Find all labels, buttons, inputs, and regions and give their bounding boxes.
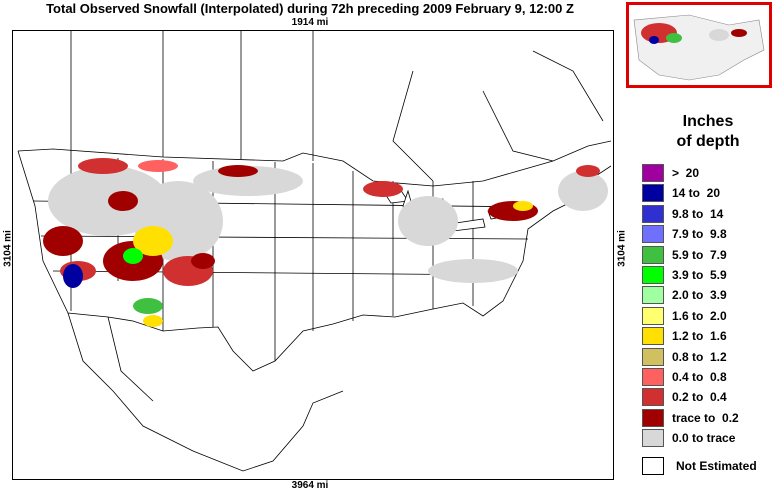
legend-row: 2.0 to 3.9 <box>642 286 776 306</box>
legend-row: 5.9 to 7.9 <box>642 245 776 266</box>
legend-row: 0.4 to 0.8 <box>642 368 776 388</box>
legend-label: 2.0 to 3.9 <box>672 288 727 303</box>
snowfall-coverage <box>43 158 608 327</box>
top-dimension-label: 1914 mi <box>291 17 329 28</box>
boundaries <box>17 31 612 472</box>
legend-row: 3.9 to 5.9 <box>642 266 776 286</box>
legend-swatch <box>642 306 664 325</box>
legend-label: 3.9 to 5.9 <box>672 268 727 282</box>
legend-swatch <box>642 327 664 346</box>
legend-swatch <box>642 245 664 264</box>
legend-title-line2: of depth <box>676 133 740 150</box>
legend-swatch <box>642 184 664 203</box>
legend-label: 7.9 to 9.8 <box>672 227 727 242</box>
overview-inset-map[interactable] <box>626 2 772 88</box>
legend-title-line1: Inches <box>682 113 734 130</box>
legend-swatch <box>642 347 664 366</box>
legend-row: 14 to 20 <box>642 184 776 204</box>
legend-label: > 20 <box>672 166 700 180</box>
legend-swatch <box>642 286 664 305</box>
legend-row: 1.6 to 2.0 <box>642 306 776 327</box>
legend-swatch <box>642 204 664 223</box>
legend-row: 0.2 to 0.4 <box>642 388 776 408</box>
not-estimated-label: Not Estimated <box>676 459 757 473</box>
legend-label: 0.2 to 0.4 <box>672 390 727 405</box>
legend-swatch <box>642 164 664 182</box>
legend-label: 1.2 to 1.6 <box>672 329 727 344</box>
legend-row: > 20 <box>642 164 776 184</box>
legend-row: 7.9 to 9.8 <box>642 225 776 245</box>
legend-label: 9.8 to 14 <box>672 206 724 221</box>
legend-label: 1.6 to 2.0 <box>672 308 727 323</box>
legend-swatch <box>642 408 664 427</box>
legend-label: trace to 0.2 <box>672 410 739 425</box>
legend-swatch <box>642 368 664 386</box>
legend-label: 0.0 to trace <box>672 431 736 446</box>
legend-row: 9.8 to 14 <box>642 204 776 225</box>
legend-title: Inches of depth <box>640 112 776 152</box>
legend-swatch <box>642 429 664 448</box>
legend-row: 1.2 to 1.6 <box>642 327 776 347</box>
map-title: Total Observed Snowfall (Interpolated) d… <box>46 1 574 16</box>
legend-swatch <box>642 266 664 284</box>
legend-swatch <box>642 225 664 244</box>
not-estimated-swatch <box>642 457 664 475</box>
legend-row: 0.8 to 1.2 <box>642 347 776 368</box>
legend-row: trace to 0.2 <box>642 408 776 429</box>
inset-canvas <box>633 14 765 81</box>
legend-row: 0.0 to trace <box>642 429 776 449</box>
right-dimension-label: 3104 mi <box>616 230 628 267</box>
legend-label: 14 to 20 <box>672 186 721 201</box>
legend-label: 0.8 to 1.2 <box>672 349 727 364</box>
bottom-dimension-label: 3964 mi <box>291 480 329 491</box>
legend-label: 5.9 to 7.9 <box>672 247 727 262</box>
legend-not-estimated: Not Estimated <box>642 457 776 477</box>
legend-swatch <box>642 388 664 407</box>
map-canvas <box>17 31 612 472</box>
legend-label: 0.4 to 0.8 <box>672 370 727 384</box>
snowfall-map[interactable] <box>12 30 614 480</box>
